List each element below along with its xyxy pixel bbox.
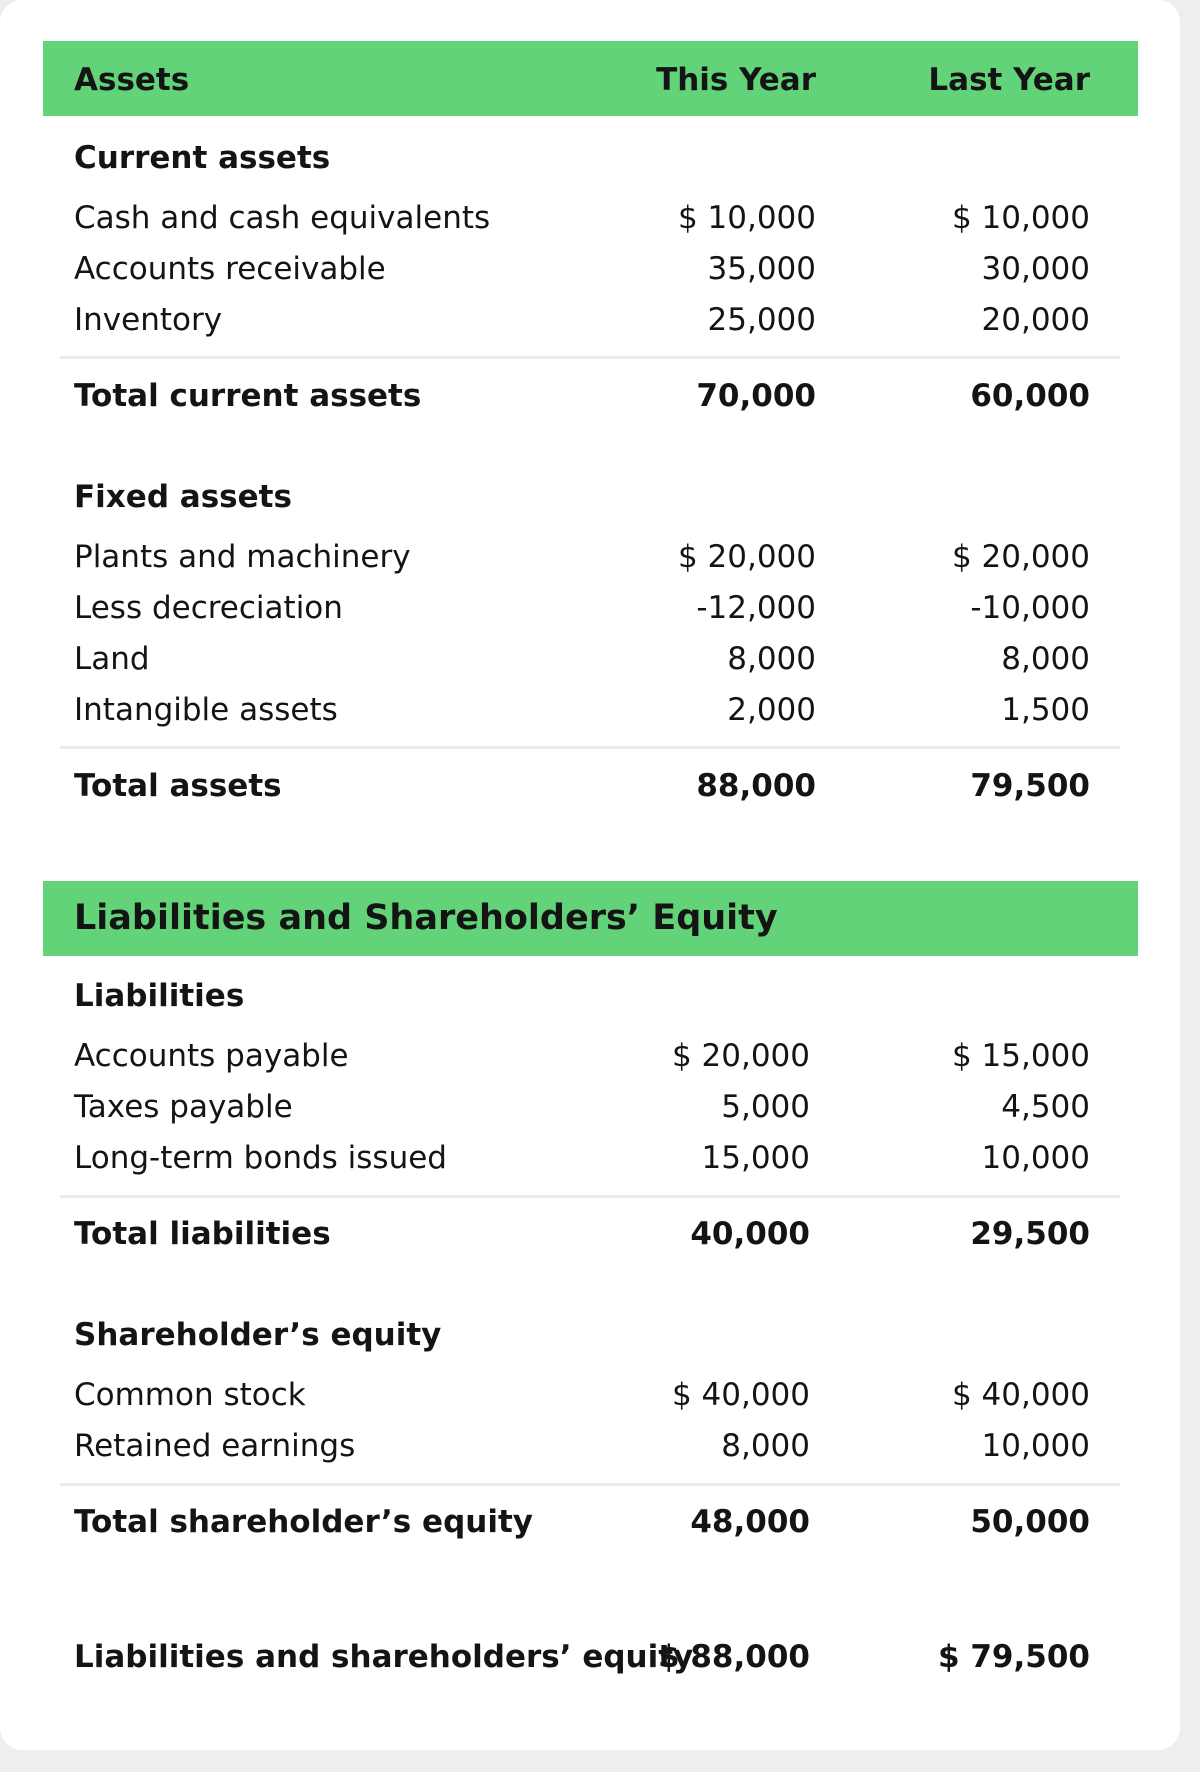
- row-last-year: 10,000: [981, 1428, 1090, 1464]
- row-this-year: $ 20,000: [671, 1038, 810, 1074]
- row-this-year: $ 40,000: [671, 1377, 810, 1413]
- total-equity-last-year: 50,000: [970, 1504, 1090, 1540]
- row-last-year: $ 10,000: [951, 200, 1090, 236]
- grand-total-last-year: $ 79,500: [938, 1639, 1090, 1675]
- assets-header-bar: [43, 41, 1138, 116]
- row-this-year: 2,000: [727, 692, 816, 728]
- row-last-year: $ 20,000: [951, 539, 1090, 575]
- row-this-year: 5,000: [721, 1089, 810, 1125]
- fixed-assets-title: Fixed assets: [74, 479, 292, 515]
- row-last-year: 30,000: [981, 251, 1090, 287]
- row-last-year: 4,500: [1001, 1089, 1090, 1125]
- row-this-year: 15,000: [701, 1140, 810, 1176]
- divider: [60, 356, 1120, 359]
- total-current-assets-this-year: 70,000: [696, 378, 816, 414]
- row-label: Inventory: [74, 302, 223, 338]
- grand-total-label: Liabilities and shareholders’ equity: [74, 1639, 694, 1675]
- grand-total-this-year: $ 88,000: [658, 1639, 810, 1675]
- divider: [60, 746, 1120, 749]
- row-label: Accounts payable: [74, 1038, 349, 1074]
- row-this-year: $ 10,000: [677, 200, 816, 236]
- row-label: Land: [74, 641, 150, 677]
- row-label: Intangible assets: [74, 692, 338, 728]
- row-last-year: 10,000: [981, 1140, 1090, 1176]
- total-assets-last-year: 79,500: [970, 768, 1090, 804]
- current-assets-title: Current assets: [74, 140, 331, 176]
- row-label: Long-term bonds issued: [74, 1140, 447, 1176]
- row-label: Taxes payable: [74, 1089, 293, 1125]
- total-liabilities-label: Total liabilities: [74, 1216, 331, 1252]
- row-label: Common stock: [74, 1377, 306, 1413]
- row-last-year: $ 40,000: [951, 1377, 1090, 1413]
- liabilities-header-bar: [43, 881, 1138, 956]
- row-last-year: 20,000: [981, 302, 1090, 338]
- this-year-header: This Year: [656, 62, 816, 98]
- total-equity-this-year: 48,000: [690, 1504, 810, 1540]
- row-label: Cash and cash equivalents: [74, 200, 491, 236]
- row-label: Retained earnings: [74, 1428, 356, 1464]
- row-this-year: 35,000: [707, 251, 816, 287]
- row-this-year: 25,000: [707, 302, 816, 338]
- liabilities-header-label: Liabilities and Shareholders’ Equity: [74, 898, 778, 938]
- row-label: Plants and machinery: [74, 539, 411, 575]
- divider: [60, 1483, 1120, 1486]
- balance-sheet-card: Assets This Year Last Year Current asset…: [0, 0, 1180, 1750]
- last-year-header: Last Year: [928, 62, 1090, 98]
- row-last-year: 1,500: [1001, 692, 1090, 728]
- total-assets-label: Total assets: [74, 768, 282, 804]
- total-assets-this-year: 88,000: [696, 768, 816, 804]
- liabilities-title: Liabilities: [74, 978, 245, 1014]
- divider: [60, 1195, 1120, 1198]
- row-this-year: 8,000: [727, 641, 816, 677]
- total-current-assets-last-year: 60,000: [970, 378, 1090, 414]
- total-liabilities-this-year: 40,000: [690, 1216, 810, 1252]
- row-last-year: $ 15,000: [951, 1038, 1090, 1074]
- row-this-year: $ 20,000: [677, 539, 816, 575]
- row-this-year: 8,000: [721, 1428, 810, 1464]
- row-this-year: -12,000: [696, 590, 816, 626]
- row-label: Less decreciation: [74, 590, 343, 626]
- row-last-year: -10,000: [970, 590, 1090, 626]
- assets-header-label: Assets: [74, 62, 190, 98]
- equity-title: Shareholder’s equity: [74, 1317, 442, 1353]
- row-last-year: 8,000: [1001, 641, 1090, 677]
- row-label: Accounts receivable: [74, 251, 386, 287]
- total-equity-label: Total shareholder’s equity: [74, 1504, 533, 1540]
- total-current-assets-label: Total current assets: [74, 378, 422, 414]
- total-liabilities-last-year: 29,500: [970, 1216, 1090, 1252]
